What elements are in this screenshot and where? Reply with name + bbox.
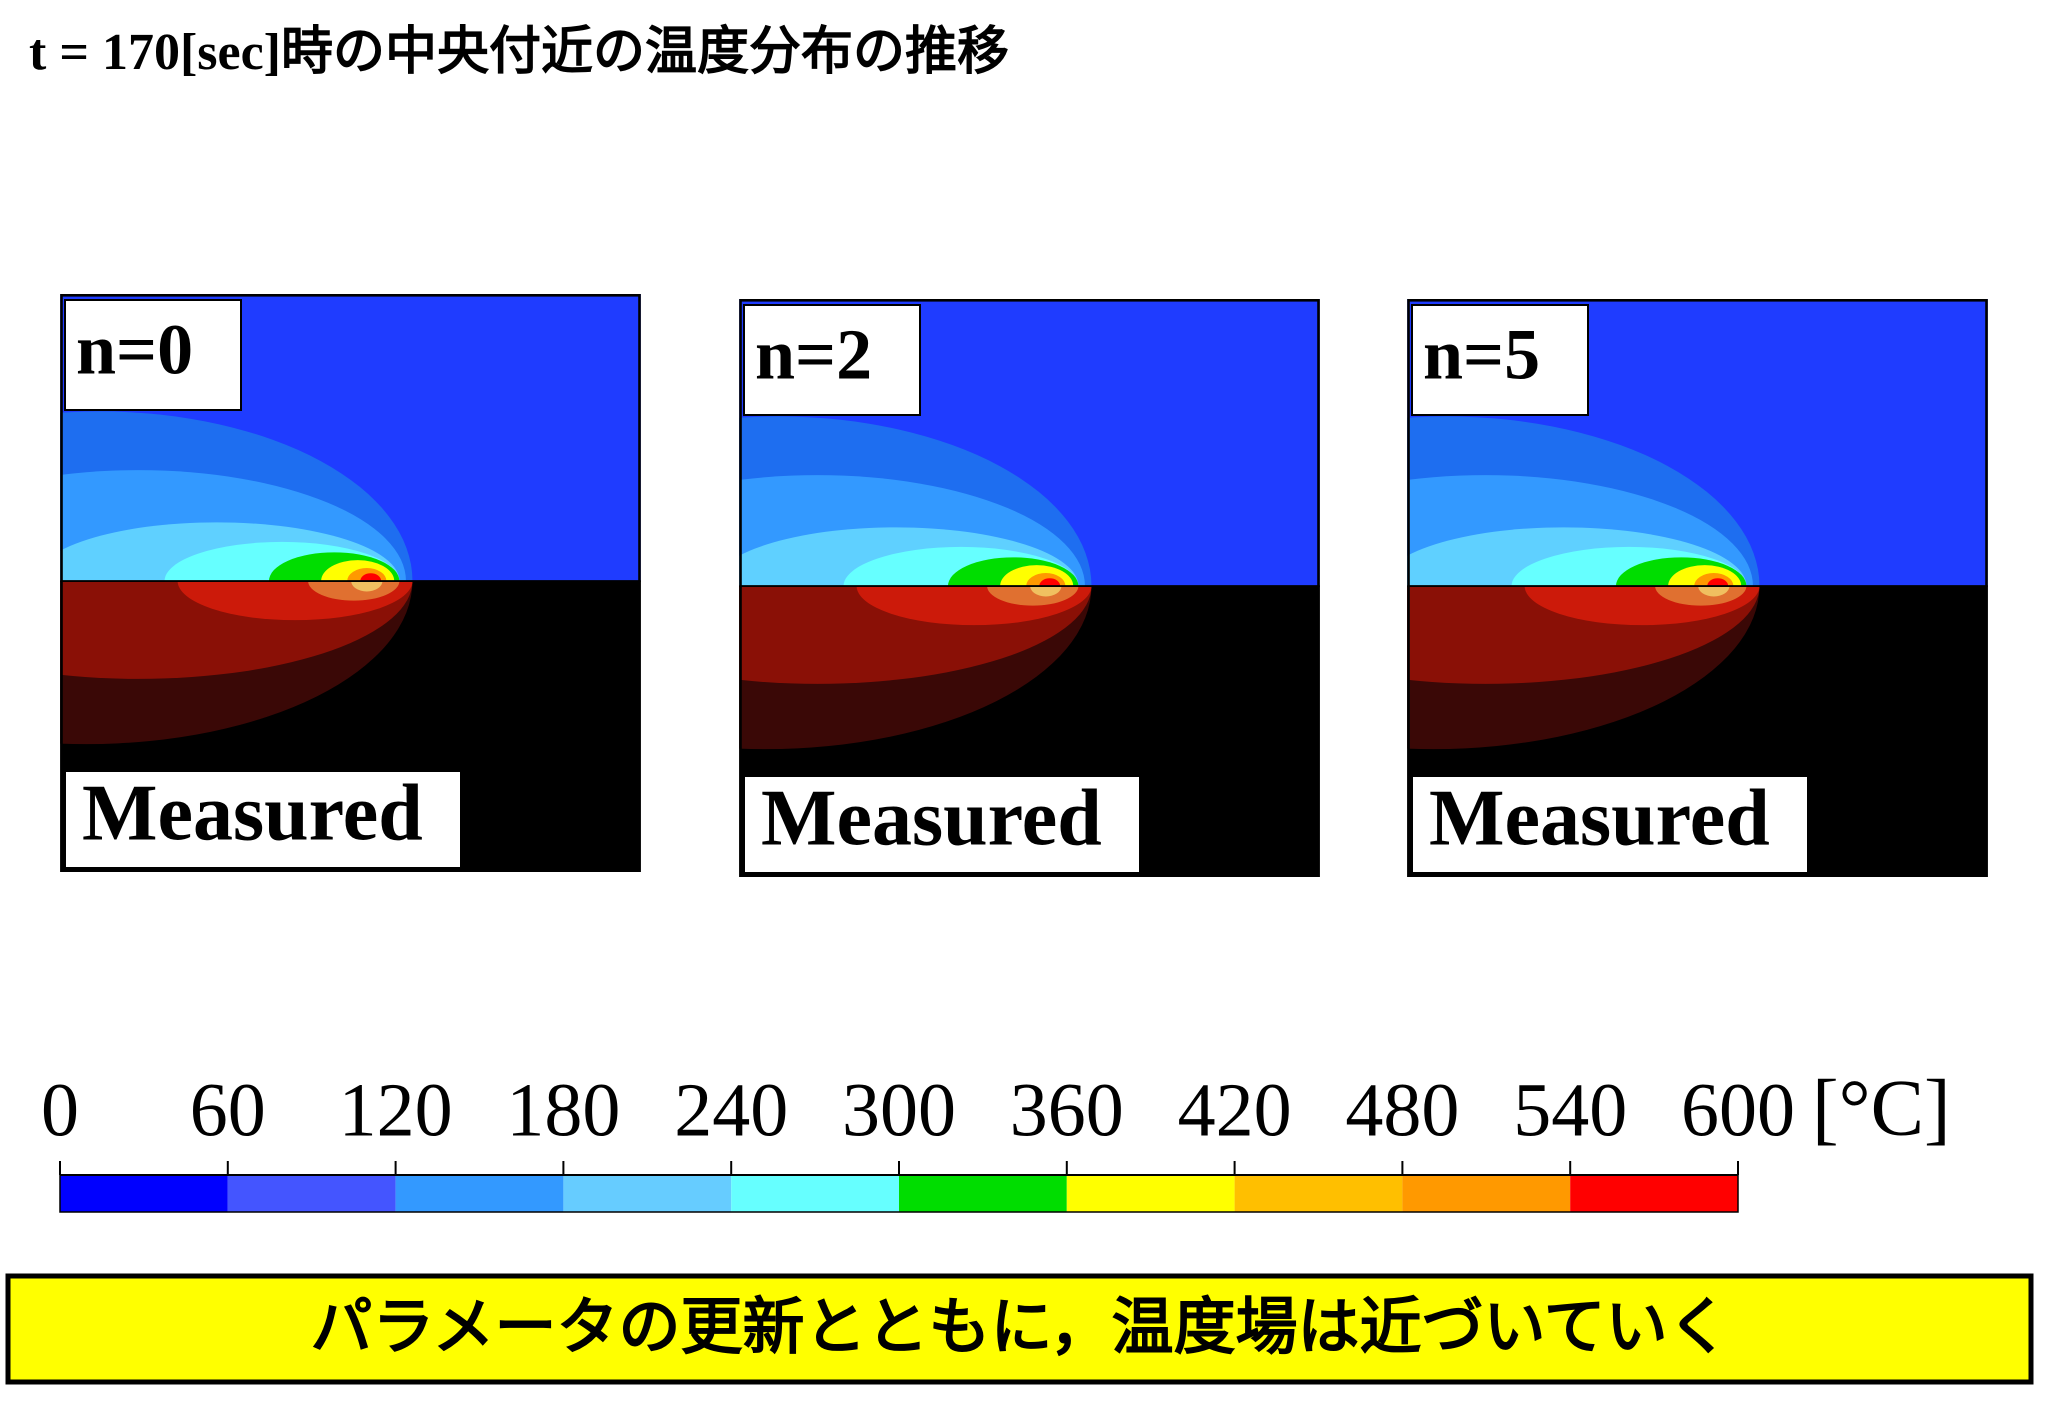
label-box: [64, 299, 242, 411]
colorbar-unit: [°C]: [1812, 1064, 1951, 1152]
colorbar-tick-label: 600: [1681, 1068, 1795, 1152]
colorbar-tick-label: 240: [674, 1068, 788, 1152]
label-box: [743, 775, 1141, 874]
label-box: [64, 770, 462, 869]
colorbar-tick-label: 360: [1010, 1068, 1124, 1152]
banner-box: [5, 1273, 2034, 1385]
panel-label: n=5: [1423, 315, 1540, 395]
colorbar-segment: [1402, 1175, 1571, 1212]
colorbar-segment: [1570, 1175, 1738, 1212]
colorbar-tick-label: 540: [1513, 1068, 1627, 1152]
colorbar-tick-label: 60: [190, 1068, 266, 1152]
colorbar-segment: [1234, 1175, 1403, 1212]
colorbar-tick-label: 180: [506, 1068, 620, 1152]
colorbar-segment: [899, 1175, 1067, 1212]
reference-label: Measured: [1429, 774, 1770, 862]
slide-title: t = 170[sec]時の中央付近の温度分布の推移: [29, 23, 1009, 81]
colorbar-tick-label: 0: [41, 1068, 79, 1152]
banner-text: パラメータの更新とともに，温度場は近づいていく: [310, 1290, 1729, 1363]
colorbar-segment: [1066, 1175, 1235, 1212]
label-box: [743, 304, 921, 416]
colorbar-segment: [563, 1175, 732, 1212]
colorbar-segment: [395, 1175, 564, 1212]
colorbar-tick-label: 420: [1178, 1068, 1292, 1152]
panel-label: n=0: [76, 310, 193, 390]
colorbar-tick-label: 300: [842, 1068, 956, 1152]
label-box: [1411, 775, 1809, 874]
colorbar-segment: [60, 1175, 228, 1212]
colorbar-segment: [731, 1175, 899, 1212]
colorbar-tick-label: 480: [1345, 1068, 1459, 1152]
reference-label: Measured: [82, 769, 423, 857]
reference-label: Measured: [761, 774, 1102, 862]
panel-label: n=2: [755, 315, 872, 395]
label-box: [1411, 304, 1589, 416]
colorbar-tick-label: 120: [339, 1068, 453, 1152]
colorbar-segment: [227, 1175, 396, 1212]
